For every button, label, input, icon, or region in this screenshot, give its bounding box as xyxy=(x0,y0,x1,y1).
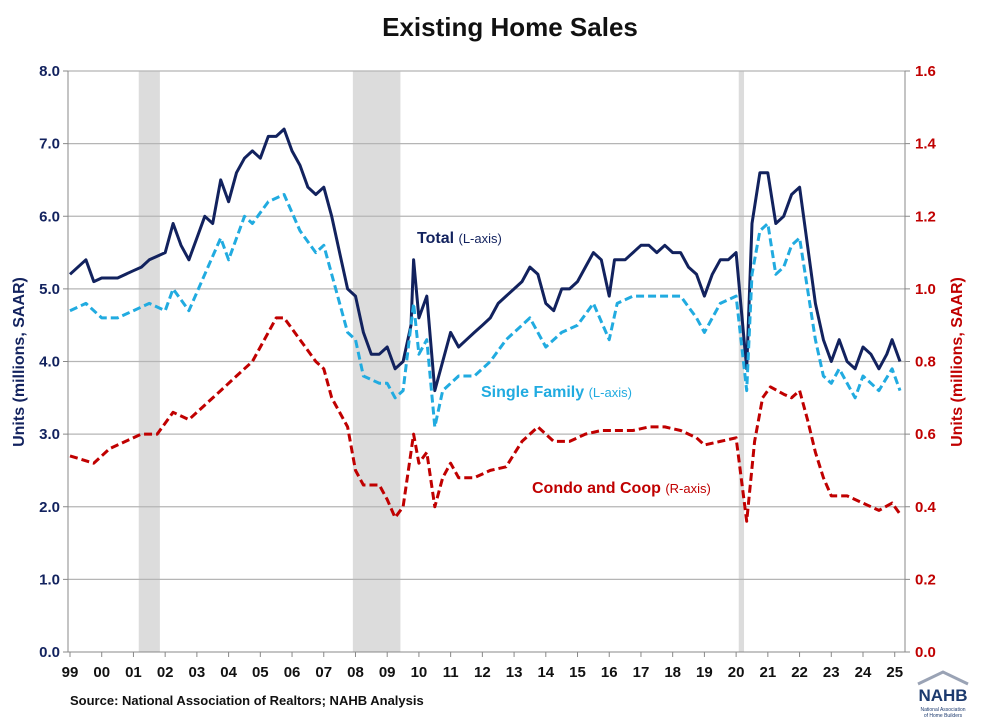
x-tick-label: 23 xyxy=(823,664,840,681)
x-tick-label: 10 xyxy=(411,664,428,681)
x-tick-label: 09 xyxy=(379,664,396,681)
x-tick-label: 22 xyxy=(791,664,808,681)
left-tick-label: 0.0 xyxy=(39,644,60,661)
x-tick-label: 07 xyxy=(315,664,332,681)
left-tick-label: 6.0 xyxy=(39,208,60,225)
x-tick-label: 19 xyxy=(696,664,713,681)
svg-text:NAHB: NAHB xyxy=(918,686,967,705)
right-axis-label: Units (millions, SAAR) xyxy=(949,277,966,447)
condo-coop-line xyxy=(69,316,902,523)
x-tick-label: 21 xyxy=(759,664,776,681)
x-tick-label: 16 xyxy=(601,664,618,681)
x-tick-label: 99 xyxy=(62,664,79,681)
svg-text:of Home Builders: of Home Builders xyxy=(924,713,963,719)
x-tick-label: 14 xyxy=(537,664,554,681)
left-tick-label: 5.0 xyxy=(39,281,60,298)
right-tick-label: 1.6 xyxy=(915,63,936,80)
x-tick-label: 00 xyxy=(93,664,110,681)
gridlines xyxy=(68,70,905,580)
x-tick-label: 06 xyxy=(284,664,301,681)
source-note: Source: National Association of Realtors… xyxy=(70,693,424,708)
nahb-logo: NAHB National Association of Home Builde… xyxy=(917,670,969,719)
x-tick-label: 24 xyxy=(855,664,872,681)
chart-title: Existing Home Sales xyxy=(382,12,638,42)
x-tick-label: 15 xyxy=(569,664,586,681)
left-tick-label: 3.0 xyxy=(39,426,60,443)
x-tick-label: 02 xyxy=(157,664,174,681)
left-tick-label: 8.0 xyxy=(39,63,60,80)
svg-text:National Association: National Association xyxy=(920,707,965,713)
x-tick-label: 12 xyxy=(474,664,491,681)
left-axis-label: Units (millions, SAAR) xyxy=(11,277,28,447)
left-tick-label: 2.0 xyxy=(39,499,60,516)
x-tick-label: 11 xyxy=(443,664,459,681)
left-tick-label: 1.0 xyxy=(39,571,60,588)
right-tick-label: 0.6 xyxy=(915,426,936,443)
right-tick-label: 0.0 xyxy=(915,644,936,661)
single-family-line xyxy=(69,193,902,429)
left-tick-label: 4.0 xyxy=(39,354,60,371)
right-tick-label: 1.0 xyxy=(915,281,936,298)
right-tick-label: 1.2 xyxy=(915,208,936,225)
right-tick-label: 1.4 xyxy=(915,136,937,153)
right-tick-label: 0.4 xyxy=(915,499,937,516)
x-tick-label: 05 xyxy=(252,664,269,681)
x-tick-label: 04 xyxy=(220,664,237,681)
x-tick-label: 13 xyxy=(506,664,523,681)
x-tick-label: 03 xyxy=(189,664,206,681)
right-tick-label: 0.2 xyxy=(915,571,936,588)
total-line xyxy=(68,127,902,393)
x-tick-label: 01 xyxy=(125,664,142,681)
x-tick-label: 20 xyxy=(728,664,745,681)
axes: 0.0 1.0 2.0 3.0 4.0 5.0 6.0 7.0 8.0 0.0 0.2 0.4 0.6 0… xyxy=(39,63,936,681)
x-tick-label: 08 xyxy=(347,664,364,681)
single-family-series-label: Single Family (L-axis) xyxy=(481,384,632,401)
right-tick-label: 0.8 xyxy=(915,354,936,371)
left-tick-label: 7.0 xyxy=(39,136,60,153)
total-series-label: Total (L-axis) xyxy=(417,230,502,247)
x-tick-label: 25 xyxy=(886,664,903,681)
x-tick-label: 17 xyxy=(633,664,650,681)
series-lines xyxy=(68,127,902,523)
condo-series-label: Condo and Coop (R-axis) xyxy=(532,480,711,497)
x-tick-label: 18 xyxy=(664,664,681,681)
